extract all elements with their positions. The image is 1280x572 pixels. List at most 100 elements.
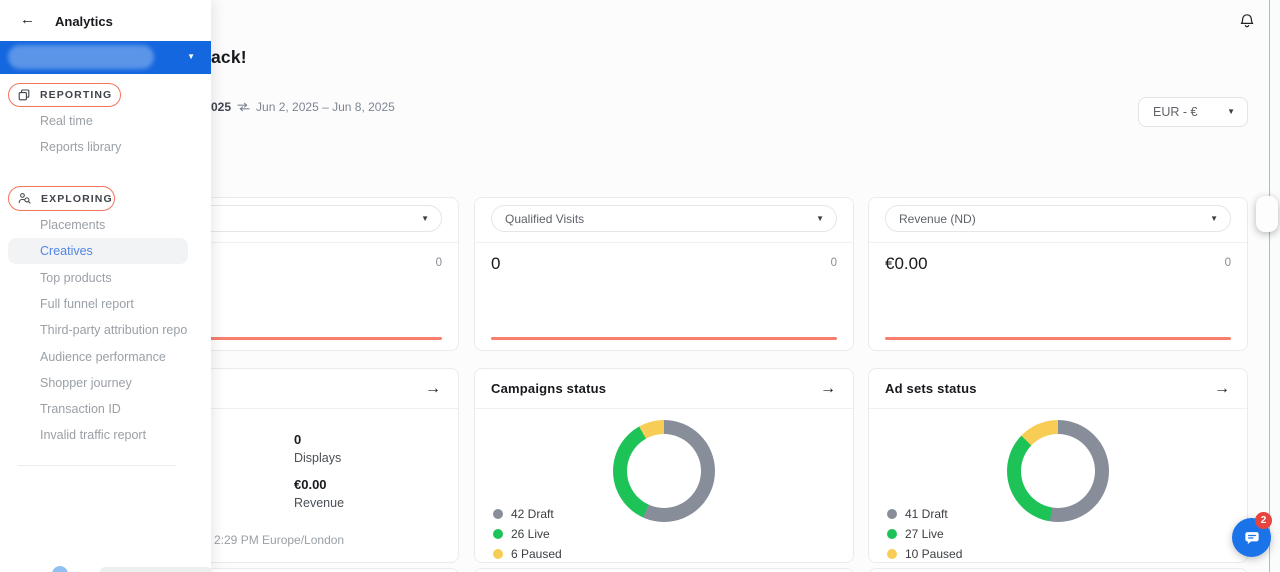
avatar [52,566,68,572]
sidebar-item-placements[interactable]: Placements [40,218,106,232]
analytics-sidebar: ← Analytics ▼ REPORTING Real time Report… [0,0,212,572]
legend-dot-draft [887,508,897,519]
chat-unread-badge: 2 [1255,512,1272,529]
metric-value: €0.00 [885,254,928,273]
legend-dot-paused [493,548,503,559]
notifications-bell-icon[interactable] [1239,13,1255,29]
metric-value: 0 [491,254,501,273]
campaigns-status-card: Campaigns status → 42 Draft 26 Live 6 Pa… [474,368,854,563]
metric-chart-area: 0 [80,242,458,350]
section-header-exploring: EXPLORING [8,186,115,211]
flat-sparkline [491,337,837,340]
sidebar-item-invalid-traffic-report[interactable]: Invalid traffic report [40,428,147,442]
sidebar-item-shopper-journey[interactable]: Shopper journey [40,376,132,390]
currency-selector[interactable]: EUR - € ▼ [1138,97,1248,127]
date-previous-range: 025 [211,100,232,114]
compare-arrows-icon [237,102,250,112]
pages-icon [18,89,30,101]
legend-dot-live [887,528,897,539]
campaigns-donut-chart [613,420,715,522]
axis-max-label: 0 [1224,257,1231,269]
legend-item: 42 Draft [493,505,562,522]
arrow-right-icon[interactable]: → [425,379,441,397]
sidebar-item-third-party-attribution[interactable]: Third-party attribution report [40,323,188,337]
next-row-card-stub [474,568,854,572]
legend-label: 6 Paused [511,546,562,561]
axis-max-label: 0 [435,257,442,269]
card-title: Campaigns status [491,381,607,396]
legend-dot-draft [493,508,503,519]
flat-sparkline [96,337,442,340]
date-range-picker[interactable]: 025 Jun 2, 2025 – Jun 8, 2025 [211,100,395,114]
sidebar-item-transaction-id[interactable]: Transaction ID [40,402,121,416]
adsets-status-card: Ad sets status → 41 Draft 27 Live 10 Pau… [868,368,1248,563]
stat-value: €0.00 [294,477,327,492]
legend-label: 41 Draft [905,506,948,521]
chart-legend: 42 Draft 26 Live 6 Paused [493,505,562,565]
sidebar-item-top-products[interactable]: Top products [40,271,112,285]
legend-item: 6 Paused [493,545,562,562]
donut-hole [1021,434,1095,508]
legend-item: 26 Live [493,525,562,542]
account-selector[interactable]: ▼ [0,41,211,74]
donut-hole [627,434,701,508]
next-row-card-stub [868,568,1248,572]
metric-selector-2[interactable]: Qualified Visits ▼ [491,205,837,232]
currency-value: EUR - € [1153,105,1198,119]
person-search-icon [18,193,31,204]
sidebar-item-audience-performance[interactable]: Audience performance [40,350,166,364]
chevron-down-icon: ▼ [187,52,195,61]
account-name-redacted [8,45,154,69]
legend-item: 27 Live [887,525,962,542]
metric-selector-value: Qualified Visits [505,211,585,226]
legend-label: 27 Live [905,526,944,541]
card-title: Ad sets status [885,381,977,396]
sidebar-item-reports-library[interactable]: Reports library [40,140,122,154]
scrollbar-track[interactable] [1269,0,1280,572]
legend-label: 26 Live [511,526,550,541]
section-header-reporting: REPORTING [8,83,121,107]
legend-label: 10 Paused [905,546,963,561]
stat-label: Displays [294,451,342,465]
date-current-range: Jun 2, 2025 – Jun 8, 2025 [256,100,395,114]
stat-label: Revenue [294,496,345,510]
section-label: EXPLORING [41,192,113,205]
arrow-right-icon[interactable]: → [1214,379,1230,397]
chat-bubble-icon [1244,531,1259,544]
chevron-down-icon: ▼ [1210,213,1218,223]
chevron-down-icon: ▼ [816,213,824,223]
metric-chart-area: 0 0 [475,242,853,350]
sidebar-title: Analytics [55,14,113,29]
card-header: Campaigns status → [475,369,853,409]
sidebar-divider [18,465,176,466]
chevron-down-icon: ▼ [421,213,429,223]
stat-revenue: €0.00 Revenue [294,477,344,510]
chart-legend: 41 Draft 27 Live 10 Paused [887,505,962,565]
metric-selector-3[interactable]: Revenue (ND) ▼ [885,205,1231,232]
sidebar-item-creatives[interactable]: Creatives [8,238,188,264]
back-arrow-icon[interactable]: ← [20,11,35,28]
chevron-down-icon: ▼ [1227,107,1235,116]
metric-selector-value: Revenue (ND) [899,211,976,226]
sidebar-item-full-funnel-report[interactable]: Full funnel report [40,297,134,311]
metric-card-qualified-visits: Qualified Visits ▼ 0 0 [474,197,854,351]
adsets-donut-chart [1007,420,1109,522]
stat-value: 0 [294,432,302,447]
axis-max-label: 0 [830,257,837,269]
arrow-right-icon[interactable]: → [820,379,836,397]
section-label: REPORTING [40,89,113,101]
legend-item: 41 Draft [887,505,962,522]
legend-dot-live [493,528,503,539]
sidebar-footer-item [100,567,212,572]
sidebar-item-real-time[interactable]: Real time [40,114,93,128]
legend-item: 10 Paused [887,545,962,562]
flat-sparkline [885,337,1231,340]
scrollbar-thumb[interactable] [1256,196,1278,232]
legend-dot-paused [887,548,897,559]
metric-card-revenue: Revenue (ND) ▼ €0.00 0 [868,197,1248,351]
card-header: → [80,369,458,409]
stat-displays: 0 Displays [294,432,341,465]
card-header: Ad sets status → [869,369,1247,409]
metric-chart-area: €0.00 0 [869,242,1247,350]
